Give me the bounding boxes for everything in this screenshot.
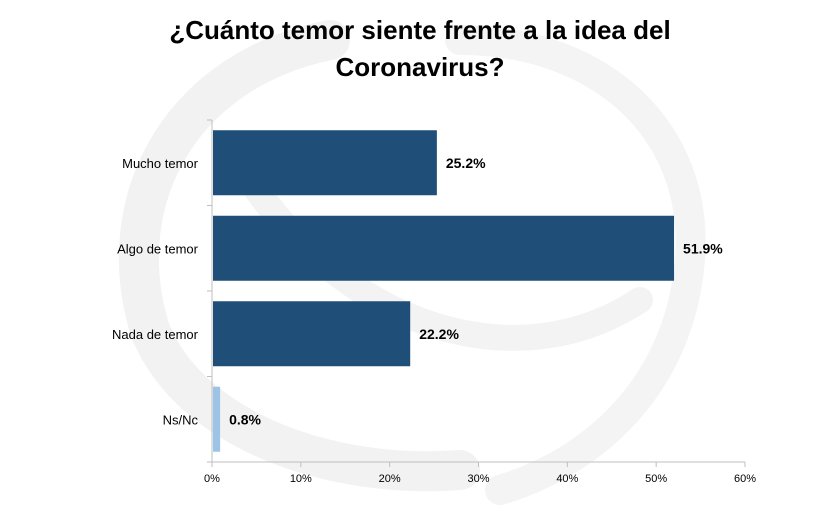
category-label: Mucho temor [122, 156, 199, 171]
category-label: Nada de temor [112, 327, 199, 342]
data-label: 25.2% [446, 155, 486, 171]
bar-nada-de-temor [213, 301, 411, 367]
chart-title: ¿Cuánto temor siente frente a la idea de… [0, 12, 820, 86]
x-tick-label: 40% [556, 473, 578, 485]
data-label: 0.8% [229, 411, 261, 427]
bar-algo-de-temor [213, 215, 675, 281]
bar-mucho-temor [213, 130, 437, 196]
data-label: 22.2% [419, 326, 459, 342]
chart-title-line-1: ¿Cuánto temor siente frente a la idea de… [169, 15, 671, 45]
x-tick-label: 20% [379, 473, 401, 485]
data-label: 51.9% [683, 240, 723, 256]
bar-ns-nc [213, 386, 221, 452]
x-tick-label: 10% [290, 473, 312, 485]
x-tick-label: 30% [467, 473, 489, 485]
category-label: Ns/Nc [163, 412, 199, 427]
x-tick-label: 0% [204, 473, 220, 485]
category-label: Algo de temor [117, 241, 199, 256]
x-tick-label: 50% [645, 473, 667, 485]
chart-title-line-2: Coronavirus? [335, 52, 505, 82]
x-tick-label: 60% [734, 473, 756, 485]
